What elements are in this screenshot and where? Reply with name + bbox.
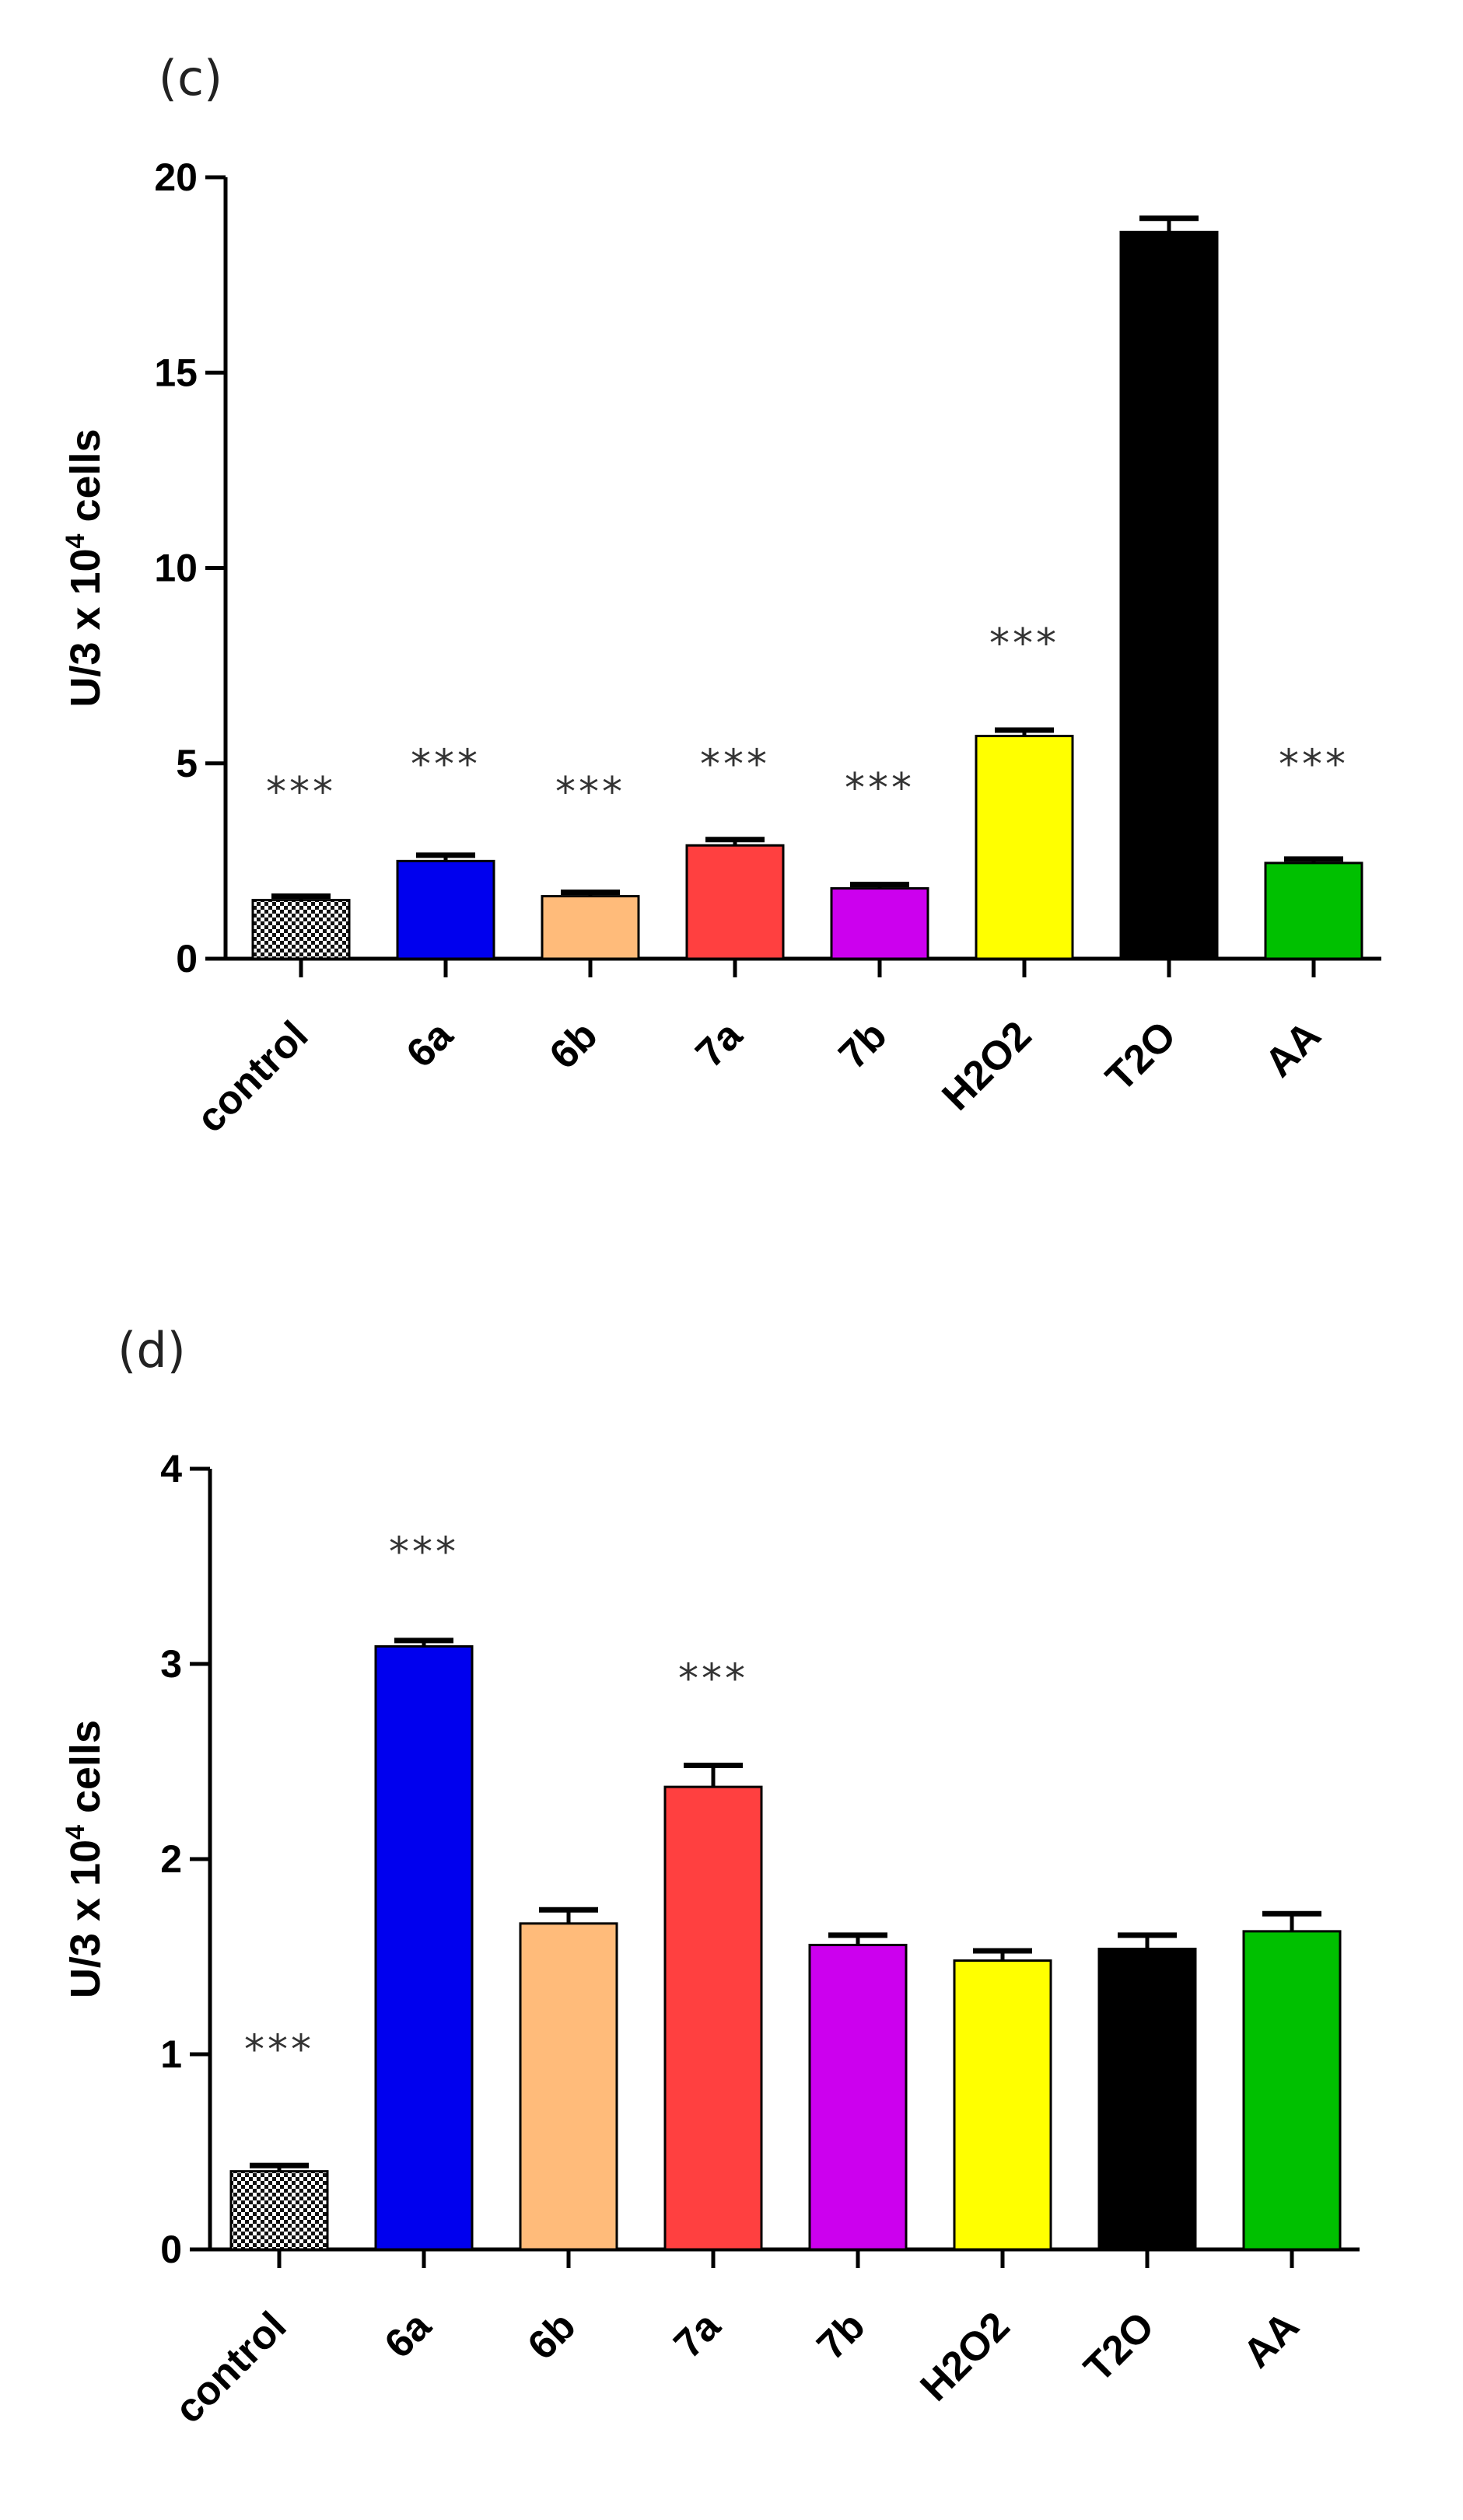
significance-marker-6a-c: ***	[411, 742, 481, 788]
significance-marker-6a-d: ***	[389, 1529, 459, 1575]
y-tick-label-d: 4	[160, 1447, 182, 1491]
bar-h2o2-c	[975, 735, 1074, 960]
x-tick-label-6b-c: 6b	[541, 1012, 607, 1078]
bar-6b-c	[541, 895, 640, 960]
bar-aa-d	[1242, 1930, 1342, 2251]
x-tick-label-control-c: control	[188, 1012, 317, 1141]
y-tick-label-d: 1	[160, 2032, 182, 2076]
bar-6a-c	[396, 859, 495, 960]
y-tick-label-c: 20	[154, 156, 198, 199]
y-tick-label-d: 2	[160, 1837, 182, 1881]
x-tick-label-7b-c: 7b	[831, 1012, 896, 1078]
y-tick-label-d: 0	[160, 2228, 182, 2271]
y-axis-title-c: U/3 x 104 cells	[61, 428, 109, 707]
panel-label-c: (c)	[159, 50, 222, 107]
x-tick-label-6a-d: 6a	[376, 2303, 441, 2368]
bar-7a-d	[663, 1785, 763, 2251]
significance-marker-7b-c: ***	[845, 765, 915, 812]
bar-t2o-d	[1097, 1947, 1197, 2251]
y-axis-title-suffix: cells	[62, 428, 109, 533]
bar-7b-c	[830, 887, 929, 960]
y-tick-label-c: 5	[176, 742, 198, 785]
x-tick-label-aa-d: AA	[1234, 2303, 1307, 2376]
significance-marker-h2o2-c: ***	[989, 620, 1059, 667]
x-tick-label-7b-d: 7b	[809, 2303, 874, 2368]
x-tick-label-h2o2-c: H2O2	[933, 1012, 1040, 1119]
chart-panel-c: (c) U/3 x 104 cells 0 5 10 15 20 *** control *** 6…	[61, 50, 1381, 1141]
y-axis-title-d: U/3 x 104 cells	[61, 1720, 109, 1998]
y-axis-title-base: U/3 x 10	[62, 1840, 109, 1998]
bar-h2o2-d	[953, 1959, 1052, 2251]
y-axis-title-superscript: 4	[61, 1825, 90, 1840]
significance-marker-control-c: ***	[266, 769, 336, 816]
bar-t2o-c	[1119, 230, 1219, 960]
bar-6b-d	[519, 1922, 618, 2251]
bar-6a-d	[374, 1644, 474, 2251]
bar-7b-d	[808, 1943, 908, 2251]
y-axis-title-suffix: cells	[62, 1720, 109, 1825]
panel-label-d: (d)	[117, 1322, 186, 1379]
x-tick-label-6b-d: 6b	[520, 2303, 585, 2368]
significance-marker-6b-c: ***	[555, 769, 625, 816]
x-tick-label-h2o2-d: H2O2	[912, 2303, 1018, 2410]
y-tick-label-c: 10	[154, 547, 198, 590]
x-tick-label-t2o-d: T2O	[1076, 2303, 1164, 2391]
x-tick-label-7a-c: 7a	[688, 1012, 752, 1077]
significance-marker-7a-d: ***	[678, 1656, 748, 1703]
significance-marker-control-d: ***	[244, 2026, 314, 2073]
y-tick-label-c: 15	[154, 351, 198, 394]
bar-aa-c	[1264, 862, 1363, 960]
bar-control-d	[229, 2170, 329, 2251]
significance-marker-7a-c: ***	[700, 742, 770, 788]
x-tick-label-aa-c: AA	[1256, 1012, 1329, 1085]
y-axis-title-base: U/3 x 10	[62, 548, 109, 707]
y-tick-label-c: 0	[176, 937, 198, 980]
x-tick-label-control-d: control	[166, 2303, 296, 2432]
significance-marker-aa-c: ***	[1279, 742, 1349, 788]
bar-7a-c	[685, 844, 785, 960]
y-axis-title-superscript: 4	[61, 533, 90, 548]
x-tick-label-6a-c: 6a	[398, 1012, 463, 1077]
y-tick-label-d: 3	[160, 1642, 182, 1686]
x-tick-label-7a-d: 7a	[666, 2303, 730, 2368]
x-tick-label-t2o-c: T2O	[1097, 1012, 1185, 1100]
bar-control-c	[251, 899, 351, 960]
